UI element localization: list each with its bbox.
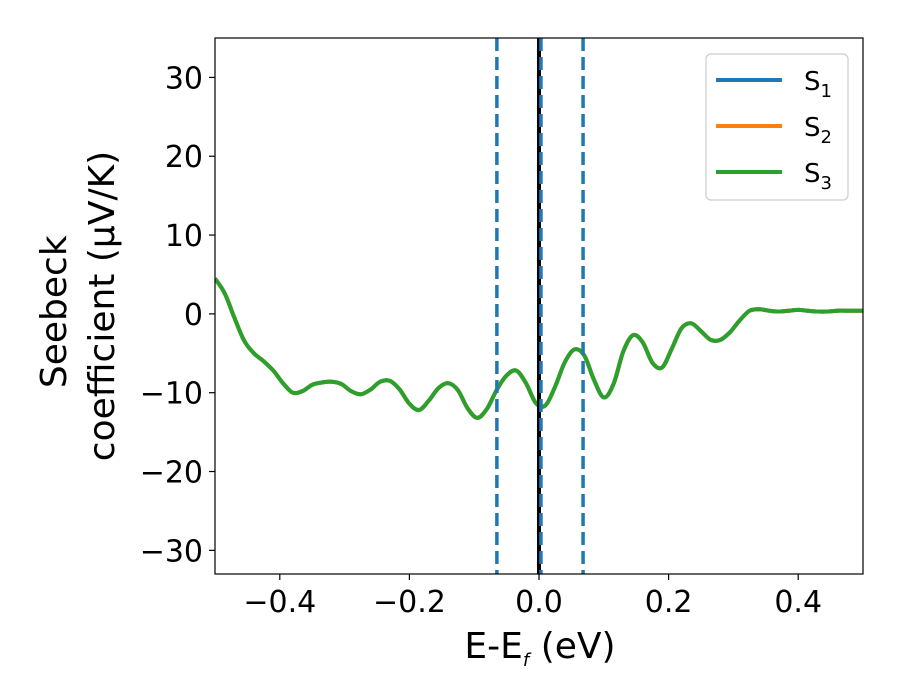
x-tick-label: −0.2 bbox=[373, 585, 446, 620]
legend: S1 S2 S3 bbox=[705, 53, 849, 201]
plot-area bbox=[215, 38, 863, 574]
x-tick-label: 0.2 bbox=[645, 585, 693, 620]
y-tick-label: 10 bbox=[165, 219, 203, 254]
x-axis-label: E-Ef (eV) bbox=[464, 626, 615, 671]
legend-label-S3: S3 bbox=[804, 159, 832, 194]
x-tick-label: −0.4 bbox=[243, 585, 316, 620]
legend-label-S1: S1 bbox=[804, 67, 832, 102]
y-tick-label: 30 bbox=[165, 61, 203, 96]
y-axis-label: Seebeck coefficient (μV/K) bbox=[34, 151, 123, 461]
legend-label-S2: S2 bbox=[804, 113, 832, 148]
y-tick-label: −10 bbox=[140, 377, 203, 412]
x-tick-label: 0.4 bbox=[774, 585, 822, 620]
y-tick-label: −30 bbox=[140, 534, 203, 569]
x-axis-ticks: −0.4 −0.2 0.0 0.2 0.4 bbox=[243, 574, 822, 620]
y-tick-label: 20 bbox=[165, 140, 203, 175]
y-tick-label: 0 bbox=[184, 298, 203, 333]
x-tick-label: 0.0 bbox=[515, 585, 563, 620]
y-axis-label-line2: coefficient (μV/K) bbox=[82, 151, 123, 461]
y-axis-label-line1: Seebeck bbox=[34, 235, 75, 388]
plot-content bbox=[215, 38, 863, 574]
y-axis-ticks: −30 −20 −10 0 10 20 30 bbox=[140, 61, 215, 569]
y-tick-label: −20 bbox=[140, 456, 203, 491]
